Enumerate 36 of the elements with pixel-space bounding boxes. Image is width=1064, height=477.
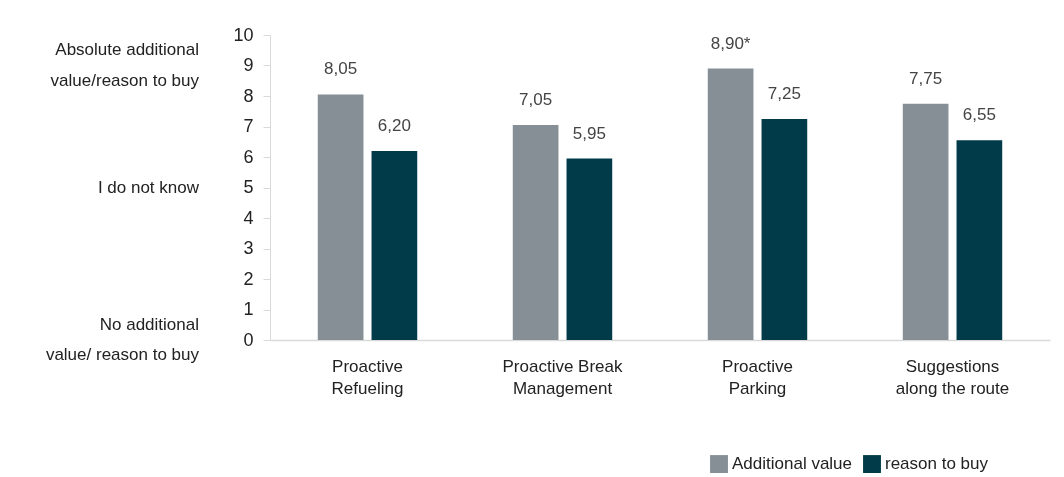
bar xyxy=(956,140,1003,340)
x-tick-label: Proactive Parking xyxy=(722,356,793,398)
bar xyxy=(512,124,559,340)
y-tick-label: 7 xyxy=(243,116,254,136)
bar xyxy=(317,94,364,340)
text: No additional value/ reason to buy xyxy=(45,314,200,365)
data-label: 5,95 xyxy=(572,123,606,143)
y-tick-label: 8 xyxy=(243,85,254,106)
y-tick-label: 4 xyxy=(243,207,254,228)
text: Absolute additional value/reason to buy xyxy=(50,40,200,90)
x-tick-label: Suggestions along the route xyxy=(895,356,1010,398)
y-tick-label: 0 xyxy=(243,329,254,350)
x-tick-label: Proactive Refueling xyxy=(331,356,404,398)
y-tick-label: 9 xyxy=(243,55,254,75)
legend-label: reason to buy xyxy=(885,454,989,474)
data-label: 8,05 xyxy=(324,59,358,79)
y-tick-label: 1 xyxy=(243,299,254,319)
data-label: 7,75 xyxy=(909,68,943,88)
bar xyxy=(761,118,808,340)
data-label: 6,55 xyxy=(962,105,996,125)
data-label: 8,90* xyxy=(710,33,751,53)
y-tick-label: 2 xyxy=(243,268,254,289)
bar xyxy=(566,158,613,340)
data-label: 6,20 xyxy=(377,115,411,135)
text: I do not know xyxy=(97,177,200,197)
data-label: 7,25 xyxy=(767,83,801,103)
y-tick-label: 10 xyxy=(233,24,254,45)
bar xyxy=(902,103,949,340)
bar xyxy=(707,68,754,340)
y-tick-label: 5 xyxy=(243,177,254,197)
bar xyxy=(371,150,418,340)
y-tick-label: 3 xyxy=(243,238,254,258)
data-label: 7,05 xyxy=(519,89,553,109)
legend-label: Additional value xyxy=(732,454,853,474)
y-tick-label: 6 xyxy=(243,146,254,167)
x-tick-label: Proactive Break Management xyxy=(502,356,623,398)
